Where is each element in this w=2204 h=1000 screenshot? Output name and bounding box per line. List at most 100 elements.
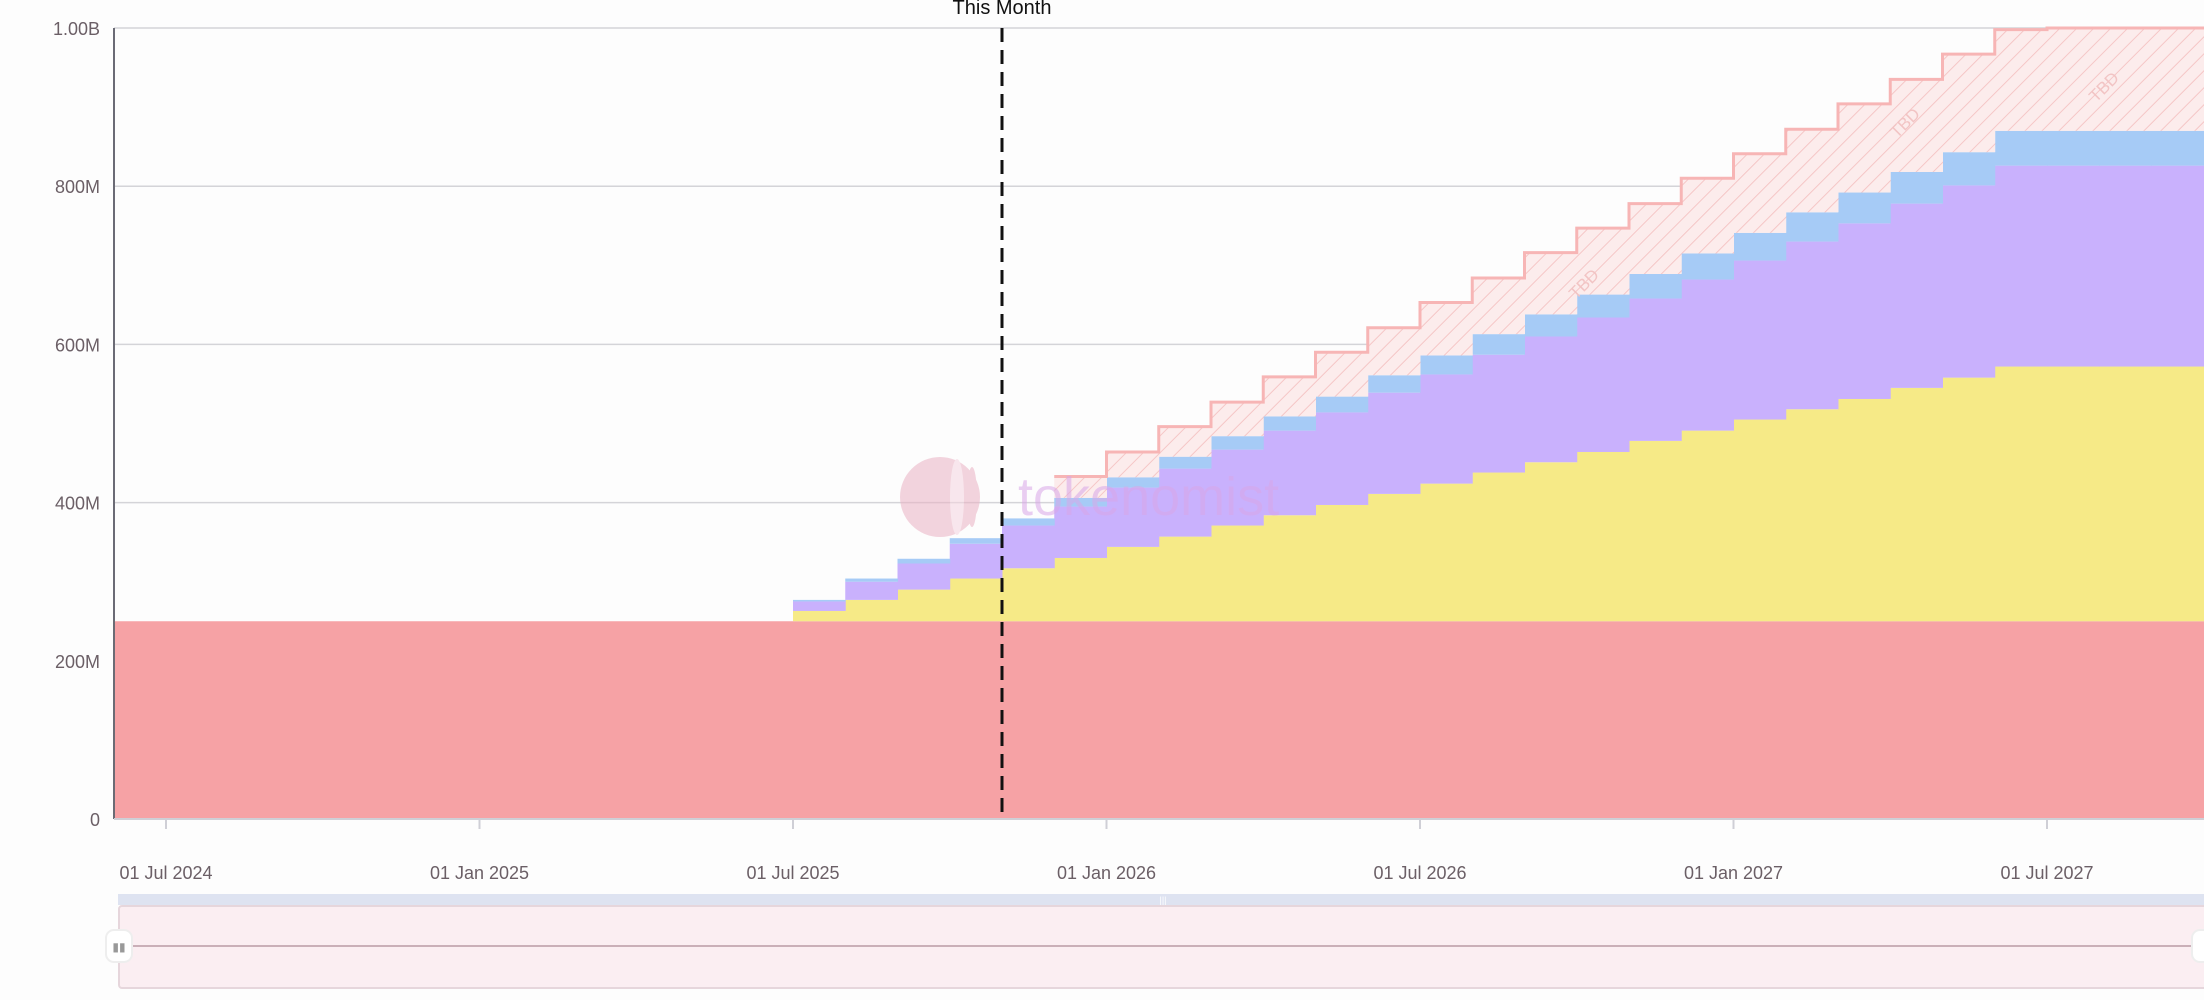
range-navigator[interactable]: ||| ▮▮ xyxy=(106,894,2204,988)
series-column xyxy=(1420,355,1473,374)
series-column xyxy=(1681,253,1734,279)
this-month-label: This Month xyxy=(953,0,1052,19)
series-column xyxy=(1525,462,1578,621)
y-tick-label: 0 xyxy=(90,810,100,830)
series-column xyxy=(1838,193,1891,224)
tbd-column xyxy=(1263,377,1316,417)
base-series-area xyxy=(114,621,2204,819)
scrollbar-grip-icon[interactable]: ||| xyxy=(1159,895,1166,905)
tbd-column xyxy=(2047,28,2100,131)
tbd-column xyxy=(1368,328,1421,375)
x-tick-label: 01 Jul 2024 xyxy=(119,863,212,883)
series-column xyxy=(1525,314,1578,336)
series-column xyxy=(2047,166,2100,367)
x-tick-label: 01 Jul 2026 xyxy=(1373,863,1466,883)
series-column xyxy=(898,559,951,564)
tbd-column xyxy=(1420,302,1473,355)
series-column xyxy=(1420,374,1473,483)
series-column xyxy=(845,579,898,582)
x-tick-label: 01 Jan 2025 xyxy=(430,863,529,883)
series-column xyxy=(950,538,1003,544)
tbd-column xyxy=(1629,204,1682,274)
x-tick-label: 01 Jul 2027 xyxy=(2000,863,2093,883)
series-column xyxy=(1525,336,1578,462)
series-column xyxy=(1890,204,1943,388)
tbd-column xyxy=(1525,253,1578,315)
series-column xyxy=(1420,484,1473,622)
series-column xyxy=(1838,223,1891,399)
series-column xyxy=(950,579,1003,622)
series-column xyxy=(1316,412,1369,505)
series-column xyxy=(898,564,951,590)
tbd-column xyxy=(1995,30,2048,131)
series-column xyxy=(1002,568,1055,621)
series-column xyxy=(1472,355,1525,473)
series-column xyxy=(1943,185,1996,377)
y-tick-label: 200M xyxy=(55,652,100,672)
series-column xyxy=(793,611,846,621)
series-column xyxy=(2099,367,2152,622)
series-column xyxy=(1734,261,1787,420)
series-column xyxy=(1995,166,2048,367)
series-column xyxy=(1577,452,1630,621)
series-column xyxy=(1890,388,1943,621)
tbd-column xyxy=(1838,104,1891,193)
navigator-right-handle[interactable] xyxy=(2192,930,2204,962)
series-column xyxy=(1263,416,1316,430)
navigator-selection[interactable] xyxy=(119,906,2204,988)
series-column xyxy=(1838,399,1891,621)
series-column xyxy=(2152,131,2204,166)
series-column xyxy=(2152,367,2204,622)
series-column xyxy=(1002,526,1055,569)
tbd-column xyxy=(1786,129,1839,212)
series-column xyxy=(1211,526,1264,622)
y-tick-label: 600M xyxy=(55,335,100,355)
series-column xyxy=(845,600,898,621)
series-column xyxy=(1368,375,1421,392)
series-column xyxy=(1107,547,1160,621)
series-column xyxy=(1786,409,1839,621)
x-tick-label: 01 Jan 2027 xyxy=(1684,863,1783,883)
series-column xyxy=(1890,172,1943,204)
series-column xyxy=(1681,280,1734,431)
series-column xyxy=(1995,131,2048,166)
series-column xyxy=(1681,431,1734,622)
tbd-column xyxy=(1159,427,1212,457)
series-column xyxy=(1734,233,1787,261)
y-tick-label: 800M xyxy=(55,177,100,197)
watermark: tokenomist xyxy=(900,457,1279,537)
series-column xyxy=(1263,515,1316,621)
series-column xyxy=(1734,420,1787,622)
series-column xyxy=(793,600,846,602)
series-column xyxy=(1943,152,1996,185)
series-column xyxy=(1629,299,1682,441)
series-column xyxy=(1472,473,1525,622)
tbd-column xyxy=(1681,178,1734,253)
series-column xyxy=(950,544,1003,579)
series-column xyxy=(1159,537,1212,622)
y-tick-label: 400M xyxy=(55,494,100,514)
series-column xyxy=(1368,393,1421,494)
tbd-column xyxy=(1211,402,1264,436)
x-axis: 01 Jul 2024 01 Jan 2025 01 Jul 2025 01 Jan … xyxy=(114,819,2204,883)
x-tick-label: 01 Jul 2025 xyxy=(746,863,839,883)
series-column xyxy=(1629,274,1682,299)
watermark-text: tokenomist xyxy=(1018,467,1279,527)
handle-grip-icon: ▮▮ xyxy=(112,940,125,954)
series-column xyxy=(898,590,951,622)
tbd-column xyxy=(1316,352,1369,396)
series-column xyxy=(1995,367,2048,622)
series-column xyxy=(2047,131,2100,166)
series-column xyxy=(1629,441,1682,621)
series-column xyxy=(1577,295,1630,318)
series-column xyxy=(1316,505,1369,621)
watermark-logo-icon xyxy=(967,467,977,527)
series-column xyxy=(2099,131,2152,166)
tbd-column xyxy=(1943,54,1996,152)
series-column xyxy=(1211,436,1264,449)
tbd-column xyxy=(1472,278,1525,334)
series-column xyxy=(1472,334,1525,355)
